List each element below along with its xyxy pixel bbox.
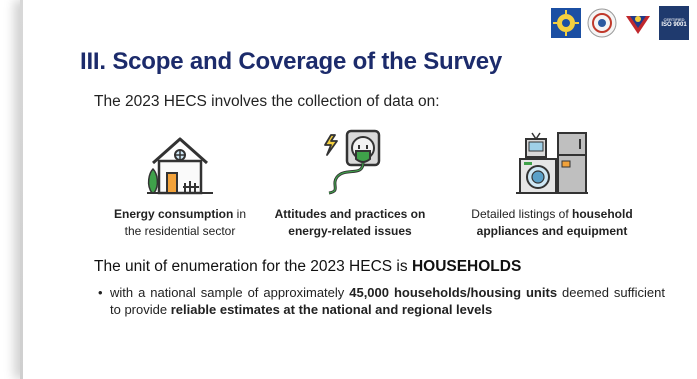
coverage-item-attitudes: Attitudes and practices on energy-relate…	[260, 125, 440, 240]
sample-bullet: • with a national sample of approximatel…	[98, 285, 665, 317]
slide: CERTIFIED ISO 9001 III. Scope and Covera…	[20, 0, 697, 379]
logo-strip: CERTIFIED ISO 9001	[551, 6, 689, 40]
iso-badge: CERTIFIED ISO 9001	[659, 6, 689, 40]
coverage-items: Energy consumption in the residential se…	[90, 125, 690, 245]
intro-text: The 2023 HECS involves the collection of…	[94, 93, 440, 110]
psa-logo-icon	[551, 8, 581, 38]
bagong-pilipinas-icon	[623, 8, 653, 38]
coverage-item-appliances: Detailed listings of household appliance…	[442, 125, 662, 240]
appliances-icon	[516, 132, 588, 194]
coverage-item-energy: Energy consumption in the residential se…	[90, 125, 270, 240]
enumeration-unit-text: The unit of enumeration for the 2023 HEC…	[94, 258, 522, 275]
plug-icon	[324, 129, 381, 195]
coverage-caption-attitudes: Attitudes and practices on energy-relate…	[274, 207, 426, 238]
coverage-caption-appliances: Detailed listings of household appliance…	[471, 207, 633, 238]
census-seal-icon	[587, 8, 617, 38]
house-icon	[147, 137, 213, 195]
page-title: III. Scope and Coverage of the Survey	[80, 48, 503, 75]
coverage-caption-energy: Energy consumption in the residential se…	[113, 207, 247, 238]
bullet-marker: •	[98, 285, 103, 300]
